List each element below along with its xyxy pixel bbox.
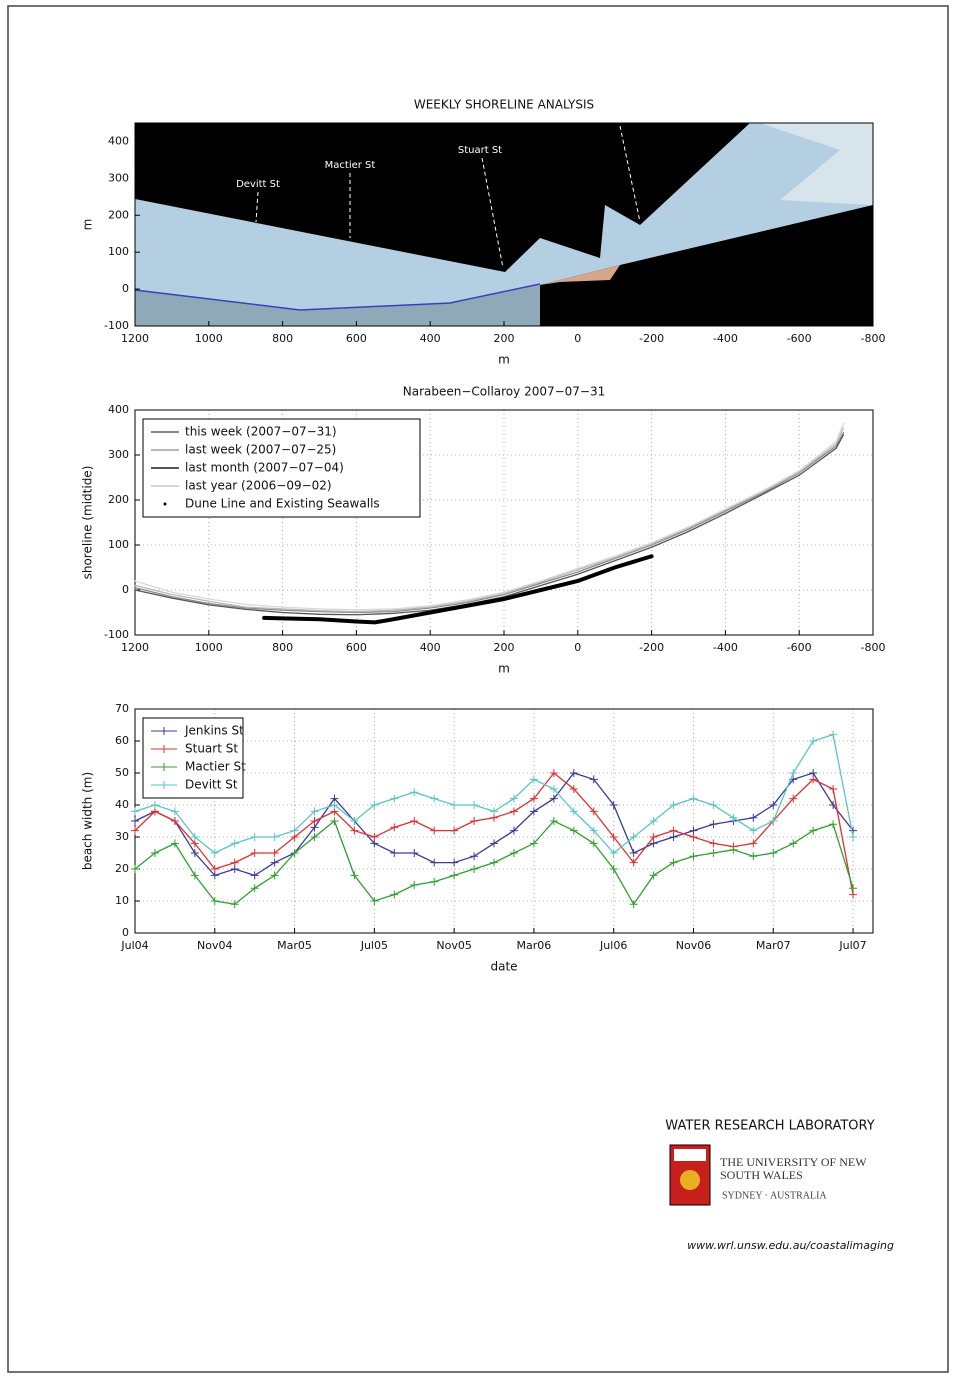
- location: SYDNEY · AUSTRALIA: [722, 1190, 827, 1201]
- x-tick-label: -200: [639, 332, 664, 345]
- legend-label: Stuart St: [185, 742, 238, 756]
- legend-label: last week (2007−07−25): [185, 443, 336, 457]
- y-tick-label: -100: [104, 319, 129, 332]
- x-tick-label: -400: [713, 641, 738, 654]
- y-tick-label: 200: [108, 493, 129, 506]
- x-tick-label: Mar05: [277, 939, 312, 952]
- y-tick-label: 50: [115, 766, 129, 779]
- legend-label: Devitt St: [185, 778, 238, 792]
- x-tick-label: 800: [272, 641, 293, 654]
- y-tick-label: 70: [115, 702, 129, 715]
- legend-label: last year (2006−09−02): [185, 479, 332, 493]
- x-tick-label: 200: [494, 332, 515, 345]
- x-tick-label: 400: [420, 332, 441, 345]
- annotation: Mactier St: [325, 160, 376, 171]
- y-tick-label: 300: [108, 448, 129, 461]
- logo: [670, 1145, 710, 1205]
- x-tick-label: 200: [494, 641, 515, 654]
- x-tick-label: -800: [861, 332, 886, 345]
- x-tick-label: -600: [787, 641, 812, 654]
- x-tick-label: 1200: [121, 641, 149, 654]
- x-tick-label: Mar06: [517, 939, 552, 952]
- x-tick-label: 1000: [195, 332, 223, 345]
- x-tick-label: Jul04: [120, 939, 148, 952]
- x-tick-label: 600: [346, 641, 367, 654]
- x-tick-label: 600: [346, 332, 367, 345]
- y-axis-label: shoreline (midtide): [81, 466, 95, 580]
- legend-label: Dune Line and Existing Seawalls: [185, 497, 380, 511]
- x-tick-label: -800: [861, 641, 886, 654]
- x-tick-label: 1200: [121, 332, 149, 345]
- y-axis-label: m: [81, 219, 95, 231]
- y-tick-label: 200: [108, 208, 129, 221]
- legend-label: last month (2007−07−04): [185, 461, 344, 475]
- y-tick-label: 100: [108, 245, 129, 258]
- lab-name: WATER RESEARCH LABORATORY: [665, 1119, 874, 1134]
- y-tick-label: 400: [108, 403, 129, 416]
- x-tick-label: 800: [272, 332, 293, 345]
- x-axis-label: m: [498, 662, 510, 676]
- x-axis-label: date: [490, 960, 517, 974]
- x-tick-label: 1000: [195, 641, 223, 654]
- x-axis-label: m: [498, 353, 510, 367]
- x-tick-label: 0: [574, 332, 581, 345]
- x-tick-label: 400: [420, 641, 441, 654]
- annotation: Devitt St: [236, 179, 280, 190]
- y-tick-label: 10: [115, 894, 129, 907]
- y-tick-label: 400: [108, 134, 129, 147]
- y-tick-label: -100: [104, 628, 129, 641]
- y-tick-label: 20: [115, 862, 129, 875]
- y-tick-label: 0: [122, 926, 129, 939]
- page: Devitt St Mactier St Stuart St WATER RES…: [0, 0, 954, 1376]
- legend-label: this week (2007−07−31): [185, 425, 337, 439]
- y-tick-label: 60: [115, 734, 129, 747]
- chart-title: WEEKLY SHORELINE ANALYSIS: [414, 98, 594, 112]
- url[interactable]: www.wrl.unsw.edu.au/coastalimaging: [687, 1239, 894, 1252]
- aerial-image: [135, 123, 873, 326]
- chart-title: Narabeen−Collaroy 2007−07−31: [403, 385, 606, 399]
- x-tick-label: -600: [787, 332, 812, 345]
- legend-label: Jenkins St: [184, 724, 244, 738]
- y-tick-label: 30: [115, 830, 129, 843]
- y-tick-label: 40: [115, 798, 129, 811]
- x-tick-label: Jul07: [838, 939, 866, 952]
- x-tick-label: -200: [639, 641, 664, 654]
- y-axis-label: beach width (m): [81, 772, 95, 870]
- y-tick-label: 0: [122, 583, 129, 596]
- x-tick-label: -400: [713, 332, 738, 345]
- x-tick-label: Nov04: [197, 939, 232, 952]
- x-tick-label: Nov05: [436, 939, 471, 952]
- university-name: THE UNIVERSITY OF NEW SOUTH WALES: [720, 1156, 890, 1182]
- x-tick-label: Jul05: [360, 939, 388, 952]
- legend-label: Mactier St: [185, 760, 246, 774]
- legend-swatch: [164, 503, 167, 506]
- x-tick-label: Nov06: [676, 939, 711, 952]
- annotation: Stuart St: [458, 145, 502, 156]
- y-tick-label: 0: [122, 282, 129, 295]
- university: THE UNIVERSITY OF NEW SOUTH WALES: [720, 1156, 890, 1190]
- y-tick-label: 100: [108, 538, 129, 551]
- y-tick-label: 300: [108, 171, 129, 184]
- x-tick-label: Jul06: [599, 939, 627, 952]
- x-tick-label: 0: [574, 641, 581, 654]
- x-tick-label: Mar07: [756, 939, 791, 952]
